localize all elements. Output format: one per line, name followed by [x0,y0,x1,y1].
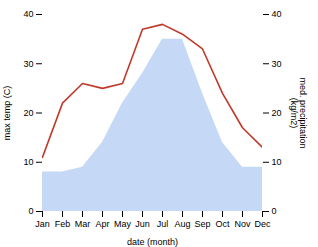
svg-text:Dec: Dec [254,219,271,229]
svg-text:date (month): date (month) [127,237,178,247]
svg-text:Aug: Aug [174,219,190,229]
svg-text:40: 40 [23,9,33,19]
svg-text:40: 40 [272,9,282,19]
svg-text:0: 0 [272,206,277,216]
svg-text:Jan: Jan [35,219,50,229]
svg-text:May: May [114,219,132,229]
svg-text:10: 10 [23,157,33,167]
svg-text:30: 30 [23,59,33,69]
svg-text:20: 20 [272,108,282,118]
svg-text:Sep: Sep [194,219,210,229]
svg-text:med. precipitation(kg/m2): med. precipitation(kg/m2) [289,77,308,148]
svg-text:20: 20 [23,108,33,118]
svg-text:max temp (C): max temp (C) [2,86,12,141]
svg-text:0: 0 [28,206,33,216]
svg-text:30: 30 [272,59,282,69]
svg-text:Nov: Nov [234,219,251,229]
svg-text:Feb: Feb [55,219,71,229]
svg-text:Jun: Jun [135,219,150,229]
svg-text:Oct: Oct [215,219,230,229]
svg-text:10: 10 [272,157,282,167]
svg-text:Jul: Jul [157,219,169,229]
svg-text:Mar: Mar [75,219,91,229]
svg-text:Apr: Apr [95,219,109,229]
